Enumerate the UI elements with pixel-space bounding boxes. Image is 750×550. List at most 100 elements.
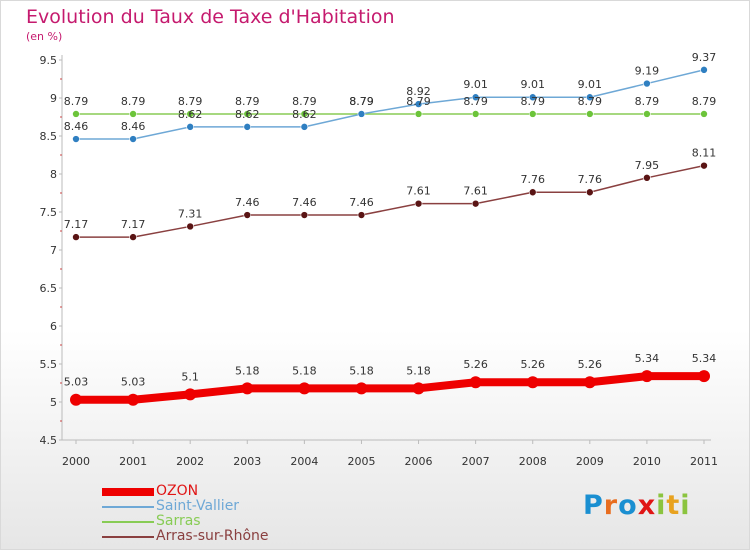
data-label: 7.17 [64, 218, 89, 231]
data-point [414, 110, 423, 118]
data-point [241, 382, 254, 395]
logo-letter: i [656, 490, 667, 521]
logo-letter: t [666, 490, 681, 521]
data-label: 5.1 [181, 370, 199, 383]
data-label: 8.62 [292, 108, 317, 121]
y-tick-label: 8.5 [40, 130, 58, 143]
data-label: 8.79 [692, 95, 717, 108]
legend-swatch [102, 505, 154, 508]
data-label: 7.95 [635, 159, 660, 172]
data-point [186, 123, 194, 131]
data-label: 8.92 [406, 85, 431, 98]
legend-item: Arras-sur-Rhône [102, 529, 269, 544]
data-point [471, 110, 480, 118]
data-label: 5.03 [64, 376, 89, 389]
data-point [414, 199, 423, 208]
data-label: 8.79 [292, 95, 317, 108]
x-tick-label: 2000 [62, 455, 90, 468]
data-label: 5.26 [578, 358, 603, 371]
data-label: 7.76 [578, 173, 603, 186]
data-point [643, 79, 651, 88]
data-label: 8.11 [692, 147, 717, 160]
data-point [298, 382, 311, 395]
x-tick-label: 2009 [576, 455, 604, 468]
data-point [355, 382, 368, 395]
x-tick-label: 2011 [690, 455, 718, 468]
data-point [528, 93, 537, 102]
data-point [72, 110, 80, 118]
data-label: 8.79 [520, 95, 545, 108]
data-label: 7.76 [520, 173, 545, 186]
legend-label: Saint-Vallier [156, 498, 240, 514]
legend-item: Sarras [102, 514, 269, 529]
data-label: 9.01 [463, 78, 488, 91]
data-point [640, 370, 653, 383]
data-label: 5.18 [292, 364, 317, 377]
data-point [184, 388, 197, 401]
data-label: 7.46 [349, 196, 374, 209]
logo-letter: x [637, 490, 657, 521]
x-tick-label: 2010 [633, 455, 661, 468]
series-line-arras-sur-rh-ne [75, 164, 705, 238]
data-label: 8.46 [64, 120, 89, 133]
data-point [129, 233, 137, 241]
y-tick-label: 7.5 [40, 206, 58, 219]
chart-title: Evolution du Taux de Taxe d'Habitation [26, 6, 395, 28]
data-label: 9.37 [692, 51, 717, 64]
data-point [586, 110, 594, 118]
data-label: 7.31 [178, 207, 203, 220]
data-point [526, 376, 539, 389]
x-tick-label: 2002 [176, 455, 204, 468]
legend-swatch [102, 487, 154, 496]
y-tick-label: 5.5 [40, 358, 58, 371]
legend-item: Saint-Vallier [102, 499, 269, 514]
data-label: 5.34 [635, 352, 660, 365]
data-point [300, 123, 309, 131]
data-label: 5.34 [692, 352, 717, 365]
data-label: 8.79 [635, 95, 660, 108]
data-point [127, 393, 140, 406]
data-point [471, 199, 480, 208]
data-point [357, 110, 366, 118]
data-point [471, 93, 480, 102]
data-point [129, 110, 137, 118]
y-tick-label: 8 [50, 168, 57, 181]
y-tick-label: 5 [50, 396, 57, 409]
data-label: 8.79 [406, 95, 431, 108]
x-tick-label: 2005 [347, 455, 375, 468]
data-point [528, 188, 537, 197]
chart-unit: (en %) [26, 30, 63, 43]
series-line-saint-vallier [75, 69, 705, 140]
data-label: 8.79 [235, 95, 260, 108]
data-point [643, 174, 651, 182]
data-label: 8.46 [121, 120, 146, 133]
data-point [700, 66, 708, 74]
data-point [698, 370, 710, 383]
data-label: 7.61 [406, 185, 431, 198]
legend-swatch [102, 520, 154, 523]
x-tick-label: 2007 [462, 455, 490, 468]
data-point [586, 93, 594, 102]
legend-label: Arras-sur-Rhône [156, 528, 269, 544]
legend-item: OZON [102, 484, 269, 499]
data-label: 8.79 [578, 95, 603, 108]
logo-letter: r [603, 490, 619, 521]
data-point [243, 123, 252, 131]
data-point [583, 376, 596, 389]
data-label: 9.19 [635, 65, 660, 78]
logo-letter: o [618, 490, 638, 521]
data-point [357, 211, 366, 219]
data-label: 8.62 [235, 108, 260, 121]
y-tick-label: 4.5 [40, 434, 58, 447]
y-tick-label: 9.5 [40, 54, 58, 67]
data-label: 7.17 [121, 218, 146, 231]
data-label: 5.03 [121, 376, 146, 389]
y-tick-label: 6.5 [40, 282, 58, 295]
data-label: 8.79 [349, 95, 374, 108]
data-point [700, 161, 708, 170]
data-point [469, 376, 482, 389]
data-point [70, 393, 82, 406]
data-point [129, 135, 137, 143]
data-label: 7.46 [292, 196, 317, 209]
